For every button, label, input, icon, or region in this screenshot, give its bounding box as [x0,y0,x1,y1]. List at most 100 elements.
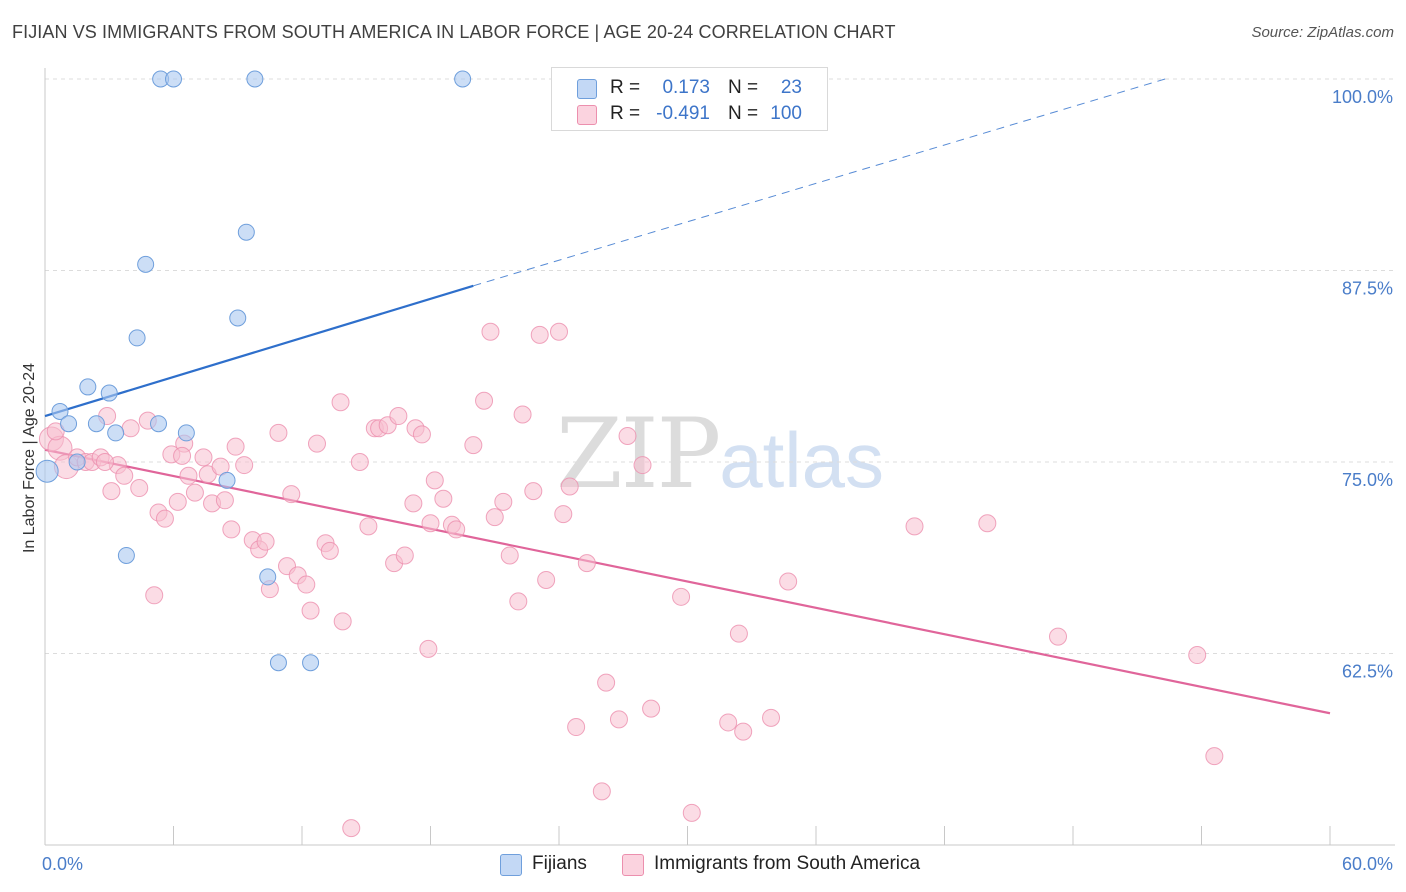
grid-lines [45,78,1395,654]
r-label: R = [610,103,641,124]
immigrants-point [734,722,753,741]
immigrants-point [481,322,500,341]
immigrants-point [550,322,568,341]
immigrants-point [618,426,637,445]
immigrants-point [145,586,164,605]
x-tick-label: 60.0% [1342,854,1393,874]
fijians-point [229,309,247,327]
immigrants-point [115,466,134,485]
fijians-point [79,378,97,396]
source-credit: Source: ZipAtlas.com [1251,24,1394,41]
fijian-points [35,70,472,672]
r-label: R = [610,77,641,98]
fijians-point [302,654,320,672]
immigrants-point [633,456,652,475]
immigrants-point [256,532,275,551]
fijians-point [87,415,105,433]
fijians-point [137,255,155,273]
immigrants-point [447,520,466,539]
immigrants-point [130,479,149,498]
immigrants-point [404,494,423,513]
immigrants-point [509,592,528,611]
fijians-point [259,568,277,586]
immigrants-point [592,782,611,801]
legend-label: Fijians [532,853,587,874]
axes [44,68,1395,846]
immigrants-point [642,699,661,718]
fijians-point [454,70,472,88]
y-tick-label: 62.5% [1342,662,1393,682]
correlation-legend: R = 0.173 N = 23 R = -0.491 N = 100 [551,67,828,131]
immigrants-point [102,482,121,501]
n-value: 100 [770,103,802,124]
immigrants-point [359,517,378,536]
immigrants-point [421,514,440,533]
immigrants-point [235,456,254,475]
fijians-point [269,654,287,672]
n-label: N = [728,77,759,98]
immigrants-point [560,477,579,496]
immigrants-point [215,491,234,510]
immigrants-point [155,509,174,528]
immigrants-point [494,492,513,511]
immigrants-point [567,718,586,737]
immigrants-point [554,505,573,524]
immigrants-point [485,508,504,527]
immigrants-point [389,407,408,426]
tick-labels: 62.5% 75.0% 87.5% 100.0% 0.0% 60.0% [42,87,1393,874]
x-tick-label: 0.0% [42,854,83,874]
fijians-point [68,453,86,471]
immigrants-point [222,520,241,539]
immigrants-point [905,517,924,536]
immigrants-point [395,546,414,565]
immigrants-point [333,612,352,631]
immigrants-point [682,803,701,822]
immigrants-points [38,322,1224,838]
chart-title: FIJIAN VS IMMIGRANTS FROM SOUTH AMERICA … [12,22,896,42]
immigrants-point [419,639,438,658]
fijians-point [35,459,59,483]
fijians-point [107,424,125,442]
immigrants-point [719,713,738,732]
immigrants-point [577,554,596,573]
fijians-point [117,546,135,564]
immigrants-point [597,673,616,692]
immigrants-trend-line [44,448,1331,715]
watermark-zip: ZIP [556,398,721,510]
fijians-swatch [500,854,522,876]
y-tick-label: 100.0% [1332,87,1393,107]
immigrants-point [95,453,114,471]
immigrants-point [282,485,301,504]
fijians-point [165,70,182,88]
r-value: 0.173 [662,77,710,98]
immigrants-point [185,483,204,502]
immigrants-point [269,423,288,442]
y-tick-label: 75.0% [1342,470,1393,490]
immigrants-point [1049,627,1068,646]
immigrants-point [464,436,483,455]
legend-row-fijians: R = 0.173 N = 23 [552,75,827,101]
fijians-point [177,424,195,442]
watermark-atlas: atlas [719,416,884,504]
immigrants-point [301,601,320,620]
y-tick-label: 87.5% [1342,279,1393,299]
immigrants-point [350,453,369,471]
fijians-point [246,70,264,88]
immigrants-point [609,710,628,729]
immigrants-point [434,489,453,508]
immigrants-point [537,570,556,589]
trend-lines [44,78,1331,715]
immigrants-point [779,572,798,591]
immigrants-point [168,492,187,511]
immigrants-point [425,471,444,490]
immigrants-point [320,541,339,560]
immigrants-point [1188,646,1207,665]
immigrants-point [672,587,691,606]
immigrants-point [331,393,350,412]
fijians-point [128,329,146,347]
legend-row-immigrants: R = -0.491 N = 100 [552,101,827,127]
immigrants-point [307,434,326,453]
immigrants-point [226,437,245,456]
fijians-swatch [577,79,597,99]
